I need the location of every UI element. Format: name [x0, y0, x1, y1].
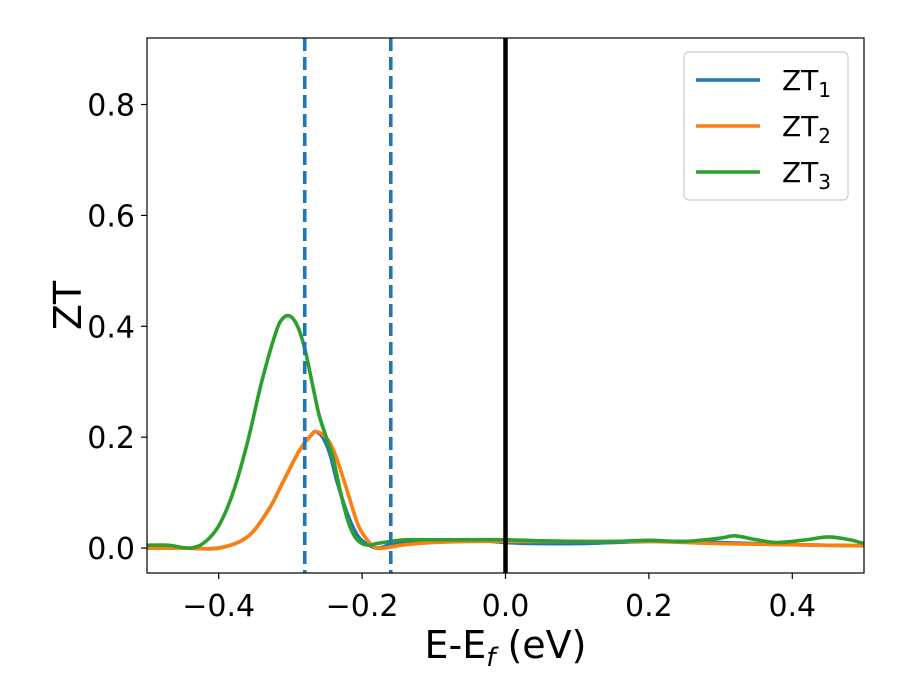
legend-label-main: ZT — [782, 156, 819, 189]
y-tick-label: 0.0 — [87, 532, 135, 567]
x-tick-label: 0.0 — [482, 589, 530, 624]
legend-label-main: ZT — [782, 110, 819, 143]
x-tick-label: −0.4 — [182, 589, 255, 624]
plot-area: −0.4 −0.2 0.0 0.2 0.4 0.0 0.2 0.4 0.6 0.8 E-Ef (eV… — [46, 37, 865, 673]
legend-label-subscript: 3 — [818, 170, 831, 194]
x-tick-label: −0.2 — [326, 589, 399, 624]
x-axis-title: E-Ef (eV) — [425, 623, 587, 673]
x-axis-title-unit: (eV) — [495, 623, 586, 667]
series-line-zt3 — [147, 313, 864, 550]
x-tick-label: 0.4 — [768, 589, 816, 624]
y-axis-title: ZT — [46, 280, 90, 330]
legend-label-subscript: 1 — [818, 78, 831, 102]
y-tick-label: 0.2 — [87, 421, 135, 456]
x-tick-label: 0.2 — [625, 589, 673, 624]
x-axis-title-main: E-E — [425, 623, 487, 667]
legend-label-zt3: ZT3 — [782, 156, 831, 194]
legend-label-zt2: ZT2 — [782, 110, 831, 148]
legend-label-subscript: 2 — [818, 124, 831, 148]
y-tick-label: 0.4 — [87, 310, 135, 345]
legend-label-zt1: ZT1 — [782, 64, 831, 102]
y-tick-label: 0.6 — [87, 199, 135, 234]
legend-label-main: ZT — [782, 64, 819, 97]
legend-box — [683, 51, 849, 201]
data-layer — [147, 38, 864, 573]
y-tick-label: 0.8 — [87, 89, 135, 124]
